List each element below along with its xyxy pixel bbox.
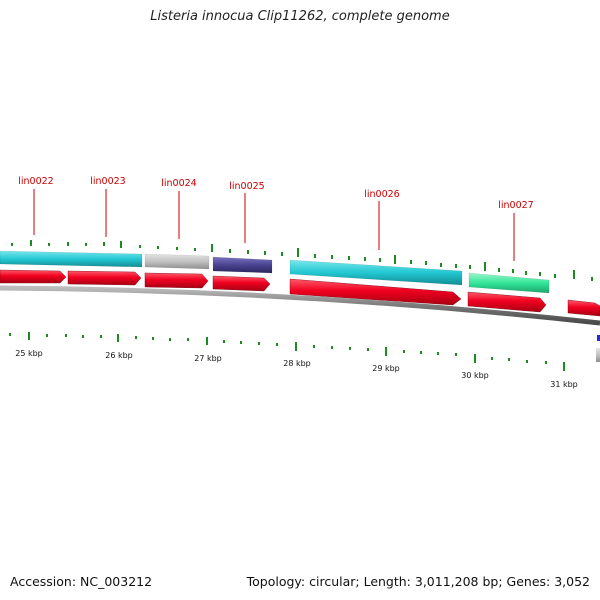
genome-summary: Topology: circular; Length: 3,011,208 bp… bbox=[246, 574, 590, 589]
gene-label-lin0027[interactable]: lin0027 bbox=[498, 200, 533, 211]
kbp-ruler: 25 kbp 26 kbp 27 kbp 28 kbp 29 kbp 30 kb… bbox=[15, 349, 578, 389]
gene-labels: lin0022 lin0023 lin0024 lin0025 lin0026 … bbox=[18, 176, 533, 211]
kbp-label-26: 26 kbp bbox=[105, 351, 133, 360]
cds-arrow-7[interactable] bbox=[567, 299, 600, 317]
accession-label: Accession: NC_003212 bbox=[10, 574, 153, 589]
kbp-label-25: 25 kbp bbox=[15, 349, 43, 358]
feature-mint[interactable] bbox=[468, 272, 550, 294]
feature-gray[interactable] bbox=[144, 253, 210, 270]
gene-label-lin0026[interactable]: lin0026 bbox=[364, 189, 399, 200]
upper-tick-row bbox=[11, 240, 593, 281]
cds-arrow-1[interactable] bbox=[0, 269, 67, 284]
gene-callouts bbox=[33, 189, 515, 261]
cds-arrow-2[interactable] bbox=[67, 270, 142, 286]
edge-feature-gray bbox=[596, 348, 600, 362]
cds-arrow-6[interactable] bbox=[467, 291, 547, 313]
kbp-label-27: 27 kbp bbox=[194, 354, 222, 363]
kbp-label-28: 28 kbp bbox=[283, 359, 311, 368]
lower-tick-row bbox=[9, 332, 565, 371]
feature-cyan-2[interactable] bbox=[289, 259, 463, 286]
cds-track bbox=[0, 269, 600, 317]
feature-track-upper bbox=[0, 250, 550, 294]
cds-arrow-5[interactable] bbox=[289, 278, 462, 306]
kbp-label-30: 30 kbp bbox=[461, 371, 489, 380]
kbp-label-29: 29 kbp bbox=[372, 364, 400, 373]
kbp-label-31: 31 kbp bbox=[550, 380, 578, 389]
feature-cyan-1[interactable] bbox=[0, 250, 143, 268]
gene-label-lin0024[interactable]: lin0024 bbox=[161, 178, 196, 189]
gene-label-lin0022[interactable]: lin0022 bbox=[18, 176, 53, 187]
gene-label-lin0025[interactable]: lin0025 bbox=[229, 181, 264, 192]
feature-purple[interactable] bbox=[212, 256, 273, 274]
cds-arrow-4[interactable] bbox=[212, 275, 271, 292]
edge-feature-blue bbox=[597, 335, 600, 341]
genome-title: Listeria innocua Clip11262, complete gen… bbox=[150, 9, 450, 24]
gene-label-lin0023[interactable]: lin0023 bbox=[90, 176, 125, 187]
edge-features bbox=[596, 335, 600, 362]
cds-arrow-3[interactable] bbox=[144, 272, 209, 289]
genome-backbone bbox=[0, 285, 600, 326]
